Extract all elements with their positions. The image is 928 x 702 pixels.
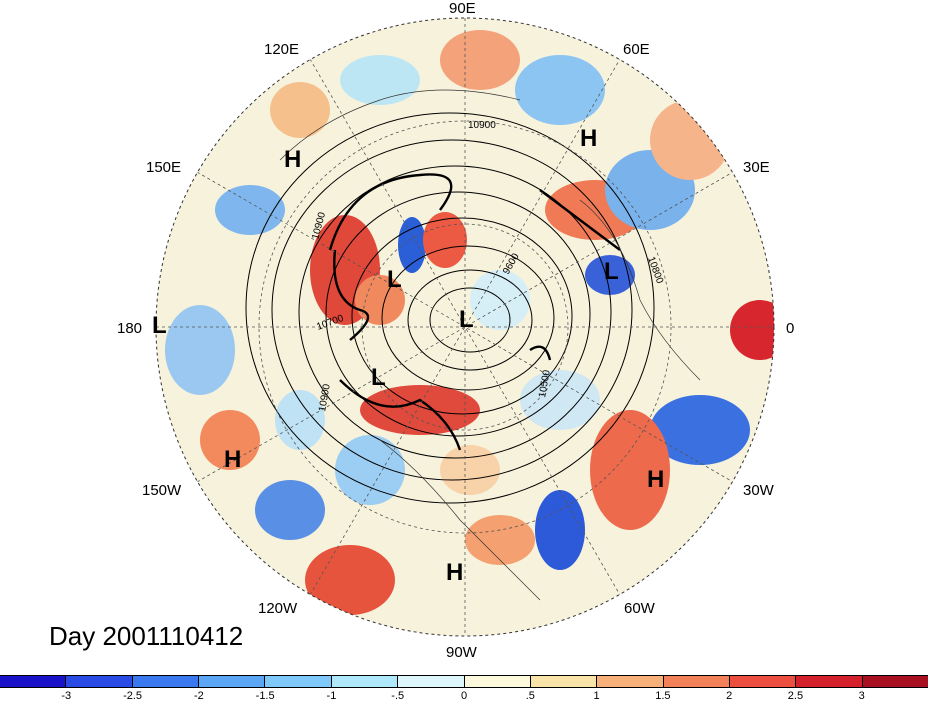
low-pressure-marker: L	[387, 266, 402, 293]
colorbar-tick-label: -1	[326, 690, 337, 702]
colorbar-segment	[265, 676, 332, 687]
polar-map: 10900 10900 10700 10900 10500 9600 10800	[155, 17, 775, 637]
colorbar-tick-label: 1	[593, 690, 600, 702]
map-disc	[156, 18, 774, 636]
lon-label-150w: 150W	[142, 482, 182, 499]
lon-label-180: 180	[117, 320, 143, 337]
contour-label-10900-top: 10900	[468, 120, 496, 131]
low-pressure-marker: L	[459, 306, 474, 333]
colorbar-tick-label: -2	[193, 690, 204, 702]
colorbar-tick-label: 0	[460, 690, 468, 702]
day-label: Day 2001110412	[49, 621, 244, 651]
map-boundary	[155, 17, 775, 637]
colorbar-segment	[199, 676, 266, 687]
lon-label-0: 0	[786, 320, 795, 337]
high-pressure-marker: H	[284, 146, 302, 173]
colorbar-segment	[132, 676, 200, 687]
high-pressure-marker: H	[647, 466, 665, 493]
colorbar-segment	[796, 676, 863, 687]
graticule	[156, 18, 774, 636]
coastlines	[279, 89, 701, 601]
colorbar	[0, 675, 928, 688]
colorbar-tick-label: .5	[525, 690, 535, 702]
colorbar-segment	[597, 676, 664, 687]
lon-label-120w: 120W	[258, 600, 298, 617]
colorbar-segment	[464, 676, 531, 687]
lon-label-90e: 90E	[449, 0, 476, 17]
colorbar-segment	[729, 676, 797, 687]
high-pressure-marker: H	[224, 446, 242, 473]
colorbar-segment	[663, 676, 730, 687]
lon-label-60e: 60E	[623, 41, 650, 58]
contour-label-10500: 10500	[537, 369, 553, 399]
colorbar-tick-label: 2.5	[787, 690, 804, 702]
lon-label-30e: 30E	[743, 159, 770, 176]
lon-label-60w: 60W	[624, 600, 655, 617]
colorbar-segment	[862, 676, 928, 687]
lon-label-30w: 30W	[743, 482, 774, 499]
low-pressure-marker: L	[371, 364, 386, 391]
low-pressure-marker: L	[152, 312, 167, 339]
colorbar-tick-label: 2	[726, 690, 733, 702]
colorbar-tick-label: 1.5	[655, 690, 671, 702]
colorbar-segment	[0, 676, 67, 687]
colorbar-segment	[398, 676, 465, 687]
lon-label-120e: 120E	[264, 41, 300, 58]
colorbar-segment	[530, 676, 598, 687]
lon-label-150e: 150E	[146, 159, 182, 176]
colorbar-tick-label: -1.5	[255, 690, 275, 702]
contour-label-10900-lower: 10900	[317, 383, 333, 413]
colorbar-tick-label: -2.5	[123, 690, 143, 702]
colorbar-tick-label: 3	[858, 690, 865, 702]
high-pressure-marker: H	[446, 559, 464, 586]
high-pressure-marker: H	[580, 125, 598, 152]
colorbar-tick-label: -3	[61, 690, 72, 702]
lon-label-90w: 90W	[446, 644, 477, 661]
colorbar-segment	[66, 676, 133, 687]
colorbar-segment	[331, 676, 399, 687]
colorbar-tick-label: -.5	[391, 690, 405, 702]
low-pressure-marker: L	[604, 258, 619, 285]
height-contours	[245, 112, 655, 504]
